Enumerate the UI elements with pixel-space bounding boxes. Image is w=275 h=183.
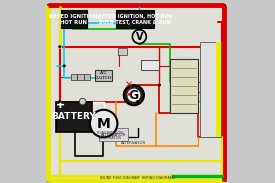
Text: +: + — [56, 100, 64, 110]
Text: KEYED IGNITION, HOT RUN
BULB TEST, CRANK & RUN: KEYED IGNITION, HOT RUN BULB TEST, CRANK… — [98, 14, 172, 25]
Bar — [99, 128, 128, 141]
Bar — [77, 74, 84, 80]
Bar — [84, 74, 90, 80]
Circle shape — [90, 110, 117, 137]
Circle shape — [138, 28, 141, 31]
Circle shape — [63, 64, 66, 67]
Circle shape — [136, 100, 139, 103]
Circle shape — [58, 100, 61, 103]
Text: BATTERY: BATTERY — [51, 112, 96, 121]
Circle shape — [158, 84, 161, 87]
Circle shape — [132, 30, 146, 44]
Bar — [200, 42, 221, 137]
Bar — [61, 10, 87, 28]
Bar — [170, 59, 198, 113]
Bar — [71, 74, 77, 80]
Text: POWERMATION
ALTERNATOR: POWERMATION ALTERNATOR — [97, 131, 123, 140]
Text: V: V — [136, 32, 143, 42]
Circle shape — [58, 45, 61, 48]
Circle shape — [124, 85, 144, 105]
Circle shape — [127, 89, 140, 102]
Text: ALTERNATOR: ALTERNATOR — [101, 132, 126, 137]
Text: INLINE FUSE DIAGRAM  WIRING DIAGRAMS: INLINE FUSE DIAGRAM WIRING DIAGRAMS — [100, 176, 175, 180]
Text: A/C
CLUTCH: A/C CLUTCH — [95, 71, 112, 80]
Text: G: G — [129, 89, 139, 102]
Bar — [216, 42, 221, 137]
Bar — [116, 10, 154, 28]
Bar — [95, 70, 112, 81]
Text: +: + — [56, 100, 65, 110]
Text: ALTERNATOR: ALTERNATOR — [121, 141, 146, 145]
Text: KEYED IGNITION,
HOT RUN: KEYED IGNITION, HOT RUN — [49, 14, 99, 25]
Bar — [118, 48, 127, 55]
Circle shape — [79, 98, 86, 105]
Bar — [56, 102, 92, 132]
Bar — [141, 60, 160, 70]
Text: M: M — [97, 117, 111, 130]
Text: ✕: ✕ — [125, 89, 133, 99]
Text: ✕: ✕ — [125, 80, 133, 90]
